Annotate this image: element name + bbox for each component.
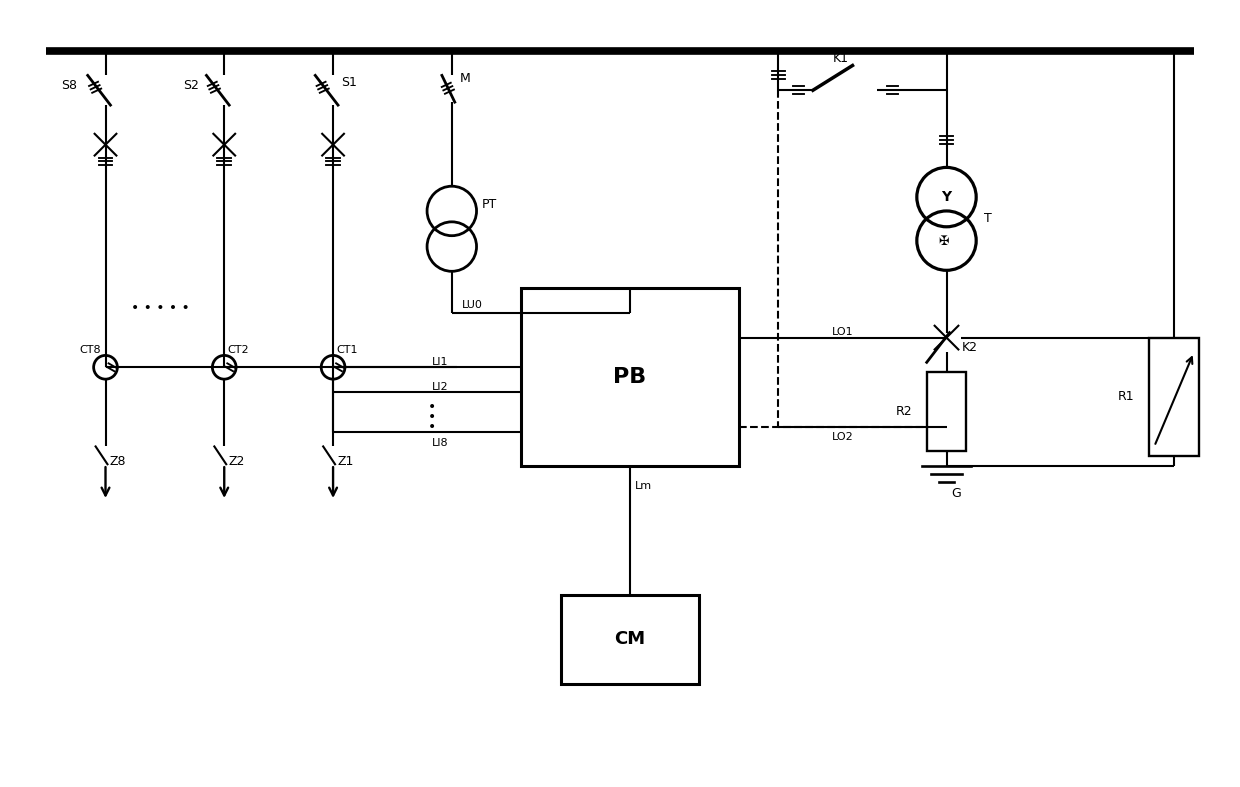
Text: LI1: LI1 [432, 357, 449, 368]
Bar [521, 288, 739, 466]
Text: S1: S1 [341, 76, 357, 89]
Text: S2: S2 [182, 79, 198, 92]
Text: LO2: LO2 [832, 431, 853, 442]
Text: CM: CM [614, 630, 646, 648]
Text: LO1: LO1 [832, 327, 853, 337]
Text: Z2: Z2 [228, 455, 244, 467]
Text: PT: PT [481, 198, 497, 211]
Text: S8: S8 [61, 79, 77, 92]
Text: •: • [428, 419, 436, 434]
Bar [560, 595, 699, 684]
Text: PB: PB [614, 368, 646, 387]
Text: K2: K2 [961, 341, 977, 354]
Text: $\maltese$: $\maltese$ [937, 234, 950, 248]
Text: T: T [985, 212, 992, 225]
Bar [926, 372, 966, 452]
Text: R2: R2 [895, 405, 911, 419]
Text: R1: R1 [1118, 390, 1135, 404]
Text: Y: Y [941, 190, 951, 204]
Text: G: G [951, 487, 961, 501]
Text: CT8: CT8 [79, 345, 102, 356]
Text: Lm: Lm [635, 481, 652, 491]
Text: Z1: Z1 [337, 455, 353, 467]
Text: M: M [460, 72, 470, 85]
Text: CT1: CT1 [336, 345, 357, 356]
Text: CT2: CT2 [227, 345, 249, 356]
Text: LI2: LI2 [432, 382, 449, 392]
Text: •: • [428, 400, 436, 414]
Bar [1149, 338, 1199, 456]
Text: • • • • •: • • • • • [130, 301, 190, 315]
Text: Z8: Z8 [109, 455, 126, 467]
Text: LI8: LI8 [432, 438, 449, 449]
Text: •: • [428, 410, 436, 423]
Text: K1: K1 [833, 52, 848, 65]
Text: LU0: LU0 [461, 300, 482, 310]
